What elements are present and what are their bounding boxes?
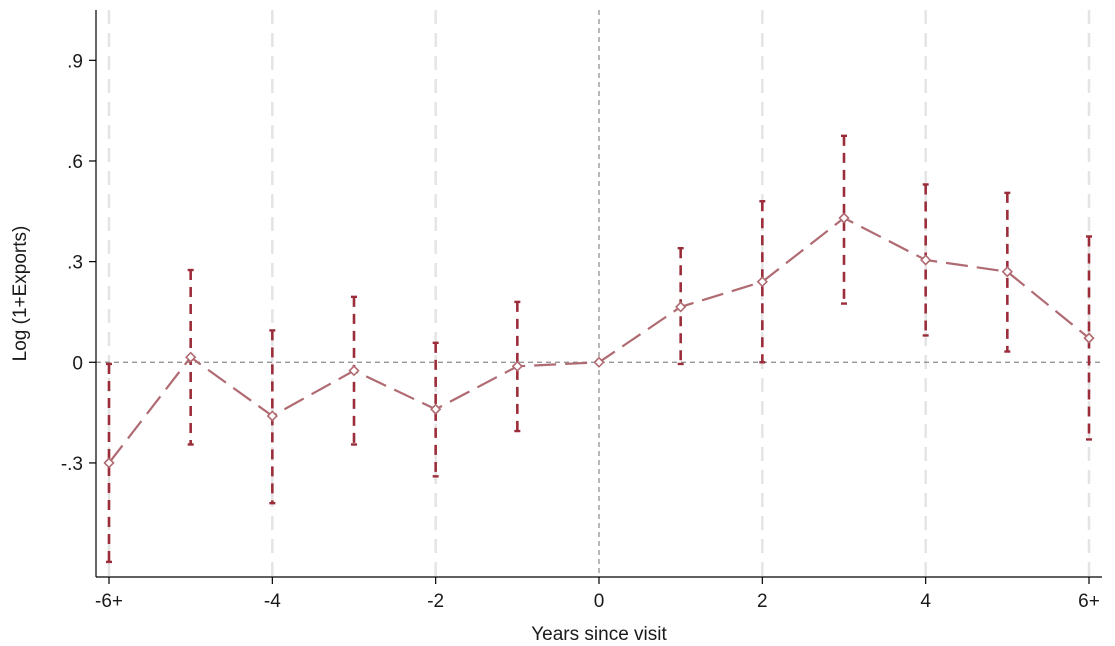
data-point: [348, 365, 360, 377]
y-tick-label: 0: [72, 353, 83, 374]
y-tick-label: .3: [67, 253, 83, 274]
y-tick-label: .6: [67, 152, 83, 173]
data-point: [266, 410, 278, 422]
x-tick-label: -6+: [95, 591, 123, 612]
x-tick-label: 2: [757, 591, 768, 612]
tick-labels: -.3 0 .3 .6 .9 -6+ -4 -2 0 2 4 6+: [61, 51, 1100, 612]
series: [103, 212, 1095, 469]
data-point: [675, 301, 687, 313]
data-point: [920, 254, 932, 266]
data-point: [1001, 266, 1013, 278]
x-tick-label: -4: [264, 591, 281, 612]
reference-lines: [96, 10, 1102, 577]
y-tick-label: .9: [67, 51, 83, 72]
x-axis-label: Years since visit: [531, 624, 667, 645]
x-tick-label: 0: [594, 591, 605, 612]
data-point: [593, 356, 605, 368]
confidence-intervals: [106, 134, 1092, 564]
x-tick-label: 4: [920, 591, 931, 612]
y-axis-label: Log (1+Exports): [10, 226, 31, 362]
data-point: [430, 403, 442, 415]
data-point: [511, 360, 523, 372]
y-tick-label: -.3: [61, 454, 83, 475]
x-tick-label: -2: [427, 591, 444, 612]
data-point: [185, 351, 197, 363]
data-point: [756, 276, 768, 288]
data-point: [103, 457, 115, 469]
data-point: [1083, 332, 1095, 344]
data-point: [838, 212, 850, 224]
x-tick-label: 6+: [1078, 591, 1100, 612]
